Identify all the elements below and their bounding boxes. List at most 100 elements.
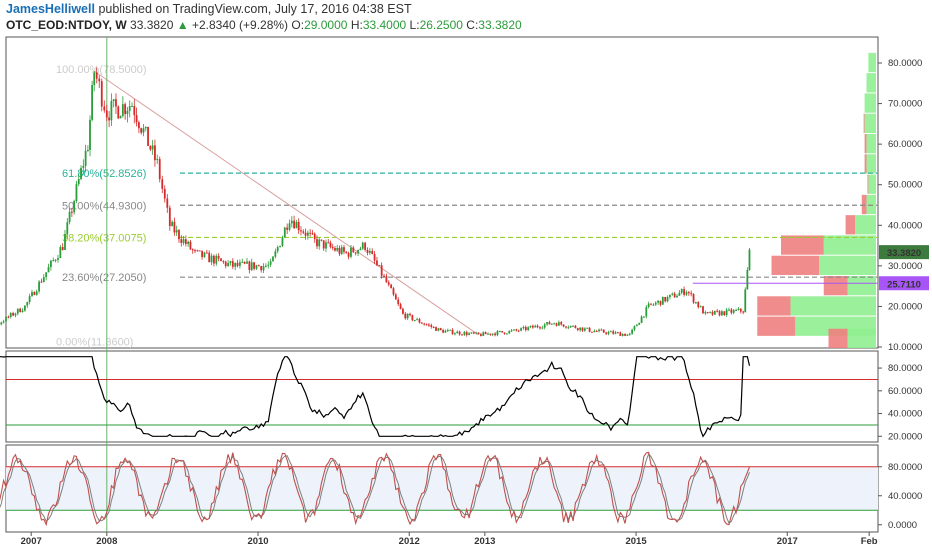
- volume-profile-down-bar: [867, 174, 869, 194]
- candle-body: [180, 239, 183, 243]
- candle-body: [565, 326, 567, 328]
- candle-body: [496, 331, 499, 336]
- candle-body: [472, 332, 475, 334]
- candle-body: [702, 306, 704, 314]
- candle-body: [288, 223, 291, 230]
- candle-body: [718, 311, 721, 316]
- candle-body: [673, 293, 676, 298]
- candle-body: [201, 250, 204, 258]
- price-tag-box: [879, 245, 929, 260]
- fib-level-label: 100.00%(78.5000): [56, 64, 147, 76]
- rsi-pane-frame: [5, 350, 879, 443]
- candle-body: [687, 292, 690, 294]
- candle-body: [650, 303, 652, 305]
- candle-body: [463, 332, 466, 335]
- candle-body: [600, 329, 603, 331]
- time-axis-label: 2010: [247, 536, 268, 547]
- candle-body: [267, 264, 270, 266]
- price-axis-label: 20.0000: [888, 301, 922, 312]
- candle-body: [368, 250, 371, 253]
- rsi-axis-label: 20.0000: [888, 431, 922, 442]
- candle-body: [456, 331, 459, 334]
- candle-body: [430, 325, 433, 327]
- candle-body: [75, 184, 78, 201]
- candle-body: [595, 330, 598, 332]
- candle-body: [732, 310, 735, 313]
- candle-body: [685, 292, 688, 295]
- candle-body: [215, 255, 218, 264]
- author-link[interactable]: JamesHelliwell: [6, 2, 95, 16]
- price-axis-label: 60.0000: [888, 139, 922, 150]
- candle-body: [239, 262, 241, 266]
- candle-body: [723, 311, 726, 316]
- candle-body: [524, 327, 527, 330]
- candle-body: [246, 261, 248, 264]
- candle-body: [624, 334, 626, 336]
- candle-body: [605, 332, 608, 334]
- candle-body: [617, 332, 619, 334]
- candle-body: [208, 252, 211, 263]
- volume-profile-down-bar: [781, 235, 824, 255]
- candle-body: [2, 321, 5, 323]
- candle-body: [503, 332, 506, 334]
- candle-body: [147, 126, 149, 146]
- candle-body: [397, 299, 400, 305]
- candle-body: [404, 313, 407, 319]
- candle-body: [178, 230, 180, 240]
- candle-body: [638, 322, 641, 325]
- candle-body: [295, 221, 298, 229]
- candle-body: [52, 260, 55, 262]
- candle-body: [713, 310, 716, 315]
- candle-body: [313, 233, 316, 240]
- candle-body: [366, 249, 369, 253]
- low-label: L:: [409, 18, 420, 32]
- candle-body: [633, 326, 636, 330]
- volume-profile-down-bar: [757, 316, 796, 336]
- candle-body: [461, 334, 463, 336]
- candle-body: [236, 262, 239, 266]
- candle-body: [364, 242, 367, 250]
- candle-body: [477, 332, 480, 335]
- candle-body: [446, 330, 449, 332]
- candle-body: [28, 296, 31, 302]
- candle-body: [562, 324, 565, 327]
- candle-body: [77, 179, 80, 185]
- candle-body: [555, 323, 558, 326]
- candle-body: [248, 261, 251, 270]
- candle-body: [304, 232, 307, 236]
- volume-profile-up-bar: [864, 113, 876, 133]
- candle-body: [133, 105, 136, 116]
- candle-body: [548, 322, 551, 325]
- time-axis-label: 2008: [96, 536, 117, 547]
- candle-body: [0, 322, 3, 325]
- candle-body: [423, 323, 426, 325]
- candle-body: [171, 221, 174, 227]
- candle-body: [572, 325, 574, 327]
- candle-body: [661, 296, 664, 305]
- candle-body: [652, 304, 655, 306]
- candle-body: [406, 313, 409, 319]
- open-value: 29.0000: [304, 18, 348, 32]
- candle-body: [283, 227, 286, 238]
- candle-body: [361, 242, 364, 249]
- candle-body: [517, 330, 520, 332]
- volume-profile-up-bar: [868, 52, 876, 73]
- high-value: 33.4000: [362, 18, 407, 32]
- candle-body: [716, 310, 719, 312]
- candle-body: [602, 329, 605, 333]
- candle-body: [420, 322, 423, 324]
- candle-body: [376, 260, 378, 266]
- time-axis-label: 2012: [399, 536, 420, 547]
- candle-body: [198, 250, 201, 252]
- candle-body: [721, 311, 723, 316]
- candle-body: [529, 325, 532, 328]
- candle-body: [110, 100, 113, 121]
- candle-body: [435, 327, 437, 331]
- volume-profile-up-bar: [866, 73, 876, 93]
- candle-body: [739, 308, 742, 312]
- candle-body: [255, 265, 258, 269]
- candle-body: [550, 323, 553, 325]
- up-arrow-icon: ▲: [176, 18, 189, 32]
- candle-body: [224, 261, 227, 267]
